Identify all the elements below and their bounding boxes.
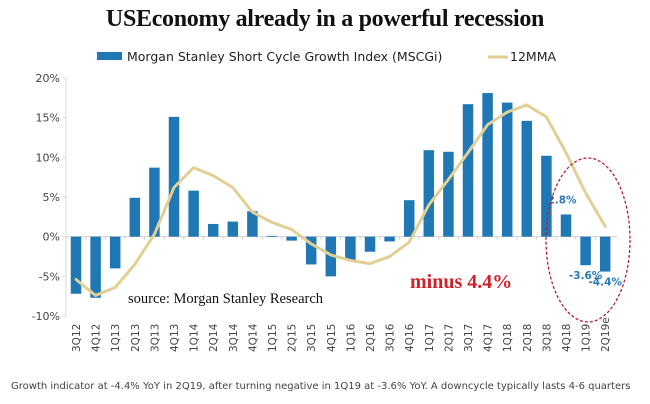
bar-2q15 <box>286 236 297 241</box>
bar-series <box>70 93 611 298</box>
x-tick-label: 4Q14 <box>247 323 259 352</box>
x-tick-label: 3Q14 <box>228 323 240 352</box>
data-label-1q19: -3.6% <box>569 270 603 282</box>
bar-1q15 <box>266 235 278 237</box>
bar-3q17 <box>462 104 474 237</box>
x-tick-label: 1Q18 <box>502 324 514 352</box>
legend-label-mscgi: Morgan Stanley Short Cycle Growth Index … <box>127 49 442 64</box>
y-tick-label: 5% <box>43 191 60 204</box>
y-tick-label: 20% <box>36 72 60 85</box>
bar-3q15 <box>305 236 317 265</box>
x-tick-label: 2Q18 <box>522 324 534 352</box>
x-tick-label: 4Q18 <box>561 324 573 352</box>
legend: Morgan Stanley Short Cycle Growth Index … <box>97 49 556 64</box>
x-tick-label: 1Q19 <box>581 324 593 352</box>
x-tick-label: 2Q17 <box>443 324 455 352</box>
x-tick-label: 4Q16 <box>404 323 416 352</box>
line-series <box>74 103 607 297</box>
x-tick-label: 1Q16 <box>345 323 357 352</box>
legend-label-12mma: 12MMA <box>510 49 556 64</box>
bar-2q16 <box>364 236 376 252</box>
bar-3q16 <box>384 236 395 242</box>
x-tick-label: 1Q14 <box>189 323 201 352</box>
bar-1q16 <box>345 236 356 261</box>
x-tick-label: 2Q13 <box>130 324 142 352</box>
y-tick-label: 10% <box>36 151 60 164</box>
bar-4q16 <box>403 200 415 237</box>
bar-4q14 <box>247 211 258 237</box>
highlight-ellipse <box>545 157 631 323</box>
x-tick-label: 2Q19e <box>600 317 612 352</box>
x-tick-label: 2Q14 <box>208 323 220 352</box>
bar-3q13 <box>149 167 160 237</box>
x-tick-label: 4Q12 <box>91 324 103 352</box>
bar-1q14 <box>188 190 199 237</box>
x-tick-label: 1Q17 <box>424 324 436 352</box>
callout-text: minus 4.4% <box>410 271 512 293</box>
bar-2q19e <box>599 236 611 272</box>
y-tick-label: -10% <box>32 310 60 323</box>
bar-3q12 <box>70 236 82 294</box>
bar-4q12 <box>90 236 101 298</box>
bar-4q15 <box>325 236 337 277</box>
bar-1q17 <box>423 150 435 237</box>
x-tick-label: 3Q18 <box>541 324 553 352</box>
x-tick-label: 3Q16 <box>385 323 397 352</box>
chart-title: USEconomy already in a powerful recessio… <box>105 6 545 32</box>
x-tick-label: 4Q17 <box>483 324 495 352</box>
axes: 20% 15% 10% 5% 0% -5% -10% 3Q12 4Q12 1Q13 2Q13 3Q13… <box>32 72 618 352</box>
bar-2q18 <box>521 120 533 237</box>
bar-2q13 <box>129 197 141 237</box>
bar-2q17 <box>443 151 454 237</box>
x-tick-label: 1Q13 <box>110 324 122 352</box>
x-tick-label: 3Q12 <box>71 324 83 352</box>
bar-4q18 <box>560 214 572 237</box>
x-tick-label: 2Q16 <box>365 323 377 352</box>
x-tick-label: 4Q15 <box>326 324 338 352</box>
line-12mma <box>74 103 607 297</box>
bar-1q18 <box>501 102 513 237</box>
data-label-4q18: 2.8% <box>547 194 577 206</box>
data-labels: 2.8% -3.6%-4.4% <box>547 194 622 288</box>
y-tick-label: 15% <box>36 112 60 125</box>
legend-swatch-mscgi <box>97 52 122 60</box>
x-tick-label: 1Q15 <box>267 324 279 352</box>
bar-3q14 <box>227 221 239 237</box>
x-tick-label: 4Q13 <box>169 324 181 352</box>
bar-4q17 <box>482 93 493 237</box>
source-note: source: Morgan Stanley Research <box>128 291 324 307</box>
bar-4q13 <box>168 116 180 237</box>
y-tick-label: -5% <box>39 270 60 283</box>
x-tick-label: 3Q15 <box>306 324 318 352</box>
x-tick-label: 3Q17 <box>463 324 475 352</box>
y-tick-label: 0% <box>43 231 60 244</box>
x-tick-label: 2Q15 <box>287 324 299 352</box>
x-tick-label: 3Q13 <box>149 324 161 352</box>
bar-1q19 <box>580 236 591 266</box>
caption: Growth indicator at -4.4% YoY in 2Q19, a… <box>11 381 630 392</box>
data-label-2q19e: -4.4% <box>588 277 622 289</box>
bar-2q14 <box>207 223 219 237</box>
bar-1q13 <box>109 236 121 269</box>
bar-3q18 <box>541 155 552 237</box>
